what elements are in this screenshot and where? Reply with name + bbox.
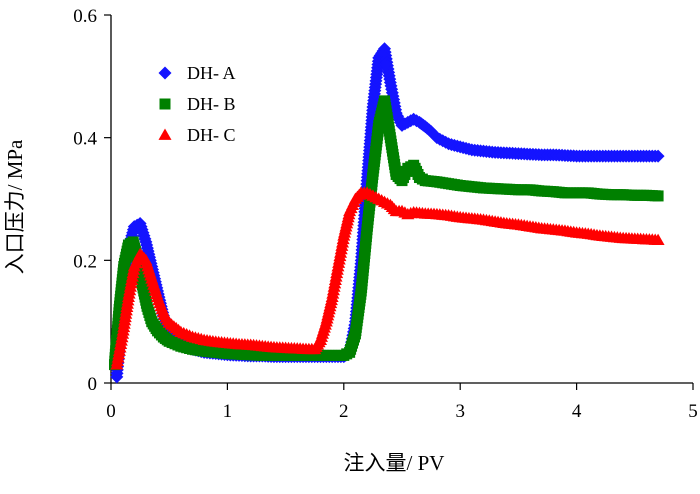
series-dh-c xyxy=(110,186,665,370)
data-point xyxy=(652,190,664,202)
data-series xyxy=(108,42,665,384)
y-tick-label: 0 xyxy=(88,374,98,395)
y-tick-label: 0.6 xyxy=(73,6,97,27)
legend-label: DH- B xyxy=(187,94,236,114)
series-dh-b xyxy=(108,95,664,371)
x-axis-title: 注入量/ PV xyxy=(344,451,445,475)
ticks: 0 1 2 3 4 5 0 0.2 0.4 0.6 xyxy=(73,6,698,422)
x-tick-label: 4 xyxy=(572,401,582,422)
y-axis-title: 入口压力/ MPa xyxy=(3,139,27,274)
x-tick-label: 3 xyxy=(455,401,465,422)
legend-marker-diamond xyxy=(158,66,172,80)
legend-label: DH- C xyxy=(187,125,236,145)
y-tick-label: 0.4 xyxy=(73,129,97,150)
legend: DH- A DH- B DH- C xyxy=(158,63,236,145)
legend-label: DH- A xyxy=(187,63,236,83)
legend-marker-square xyxy=(159,98,171,110)
x-tick-label: 5 xyxy=(688,401,698,422)
data-point xyxy=(651,233,665,245)
y-tick-label: 0.2 xyxy=(73,251,97,272)
x-tick-label: 2 xyxy=(339,401,349,422)
legend-marker-triangle xyxy=(158,128,172,140)
x-tick-label: 1 xyxy=(223,401,233,422)
x-tick-label: 0 xyxy=(106,401,116,422)
data-point xyxy=(651,149,665,163)
axes xyxy=(110,15,693,384)
